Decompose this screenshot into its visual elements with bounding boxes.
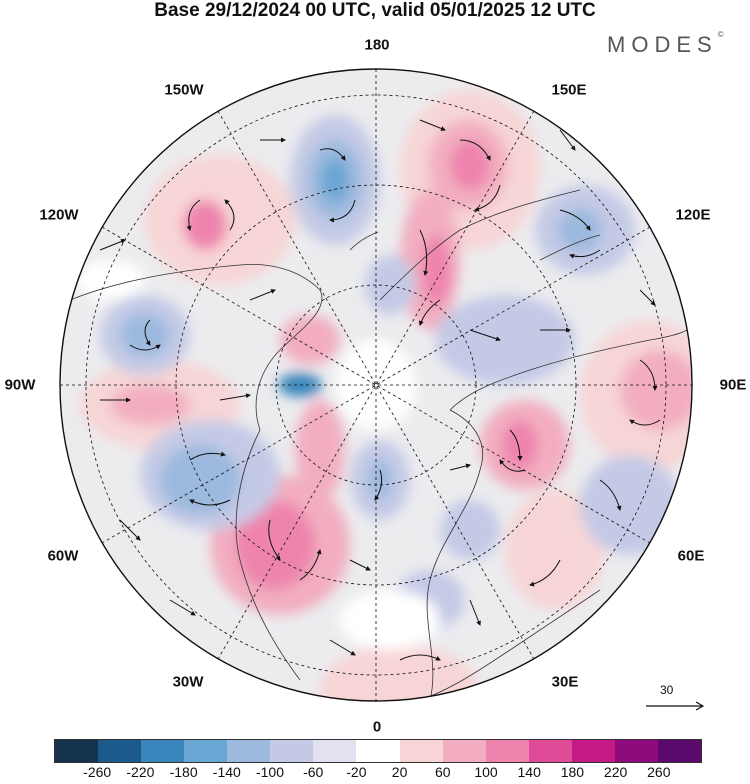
colorbar-tick-label: 100 [474, 764, 498, 780]
reference-vector-label: 30 [660, 683, 674, 697]
lon-label-150w: 150W [164, 81, 204, 99]
colorbar-swatch [528, 740, 572, 762]
colorbar-swatch [571, 740, 615, 762]
colorbar-tick-label: -60 [303, 764, 324, 780]
reference-vector-arrow [646, 701, 705, 711]
colorbar-swatch [184, 740, 228, 762]
colorbar-tick-label: 260 [647, 764, 671, 780]
colorbar-swatch [141, 740, 185, 762]
colorbar-swatch [270, 740, 314, 762]
colorbar-swatch [55, 740, 99, 762]
map-border [59, 68, 693, 702]
colorbar-tick-label: -100 [255, 764, 285, 780]
lon-label-150e: 150E [551, 81, 587, 99]
colorbar [54, 739, 702, 763]
colorbar-tick-label: 180 [560, 764, 585, 780]
colorbar-tick-label: -180 [169, 764, 198, 780]
lon-label-0: 0 [372, 718, 382, 736]
lon-label-120e: 120E [675, 206, 711, 224]
lon-label-120w: 120W [39, 206, 79, 224]
graticule [60, 69, 692, 701]
colorbar-swatch [313, 740, 357, 762]
colorbar-tick-label: 60 [435, 764, 451, 780]
map-title: Base 29/12/2024 00 UTC, valid 05/01/2025… [154, 0, 596, 21]
colorbar-swatch [657, 740, 701, 762]
colorbar-tick-label: 20 [391, 764, 408, 780]
lon-label-30e: 30E [551, 673, 579, 691]
lon-label-90e: 90E [719, 376, 747, 394]
colorbar-labels: -260 -220 -180 -140 -100 -60 -20 20 60 100 140 180 2… [0, 764, 750, 784]
anomaly-field [75, 90, 692, 701]
lon-label-180: 180 [364, 36, 390, 54]
lon-label-60e: 60E [677, 547, 705, 565]
colorbar-swatch [614, 740, 658, 762]
colorbar-tick-label: -140 [212, 764, 241, 780]
colorbar-tick-label: 220 [603, 764, 628, 780]
coastlines [69, 189, 692, 701]
colorbar-swatch [485, 740, 529, 762]
colorbar-tick-label: -220 [126, 764, 155, 780]
lon-label-60w: 60W [47, 547, 79, 565]
lon-label-30w: 30W [172, 673, 204, 691]
colorbar-swatch [356, 740, 400, 762]
colorbar-swatch [227, 740, 271, 762]
lon-label-90w: 90W [4, 376, 36, 394]
colorbar-tick-label: -260 [83, 764, 112, 780]
colorbar-swatch [98, 740, 142, 762]
colorbar-tick-label: -20 [346, 764, 367, 780]
colorbar-swatch [399, 740, 443, 762]
colorbar-swatch [442, 740, 486, 762]
modes-logo: MODES© [607, 30, 724, 57]
colorbar-tick-label: 140 [517, 764, 541, 780]
